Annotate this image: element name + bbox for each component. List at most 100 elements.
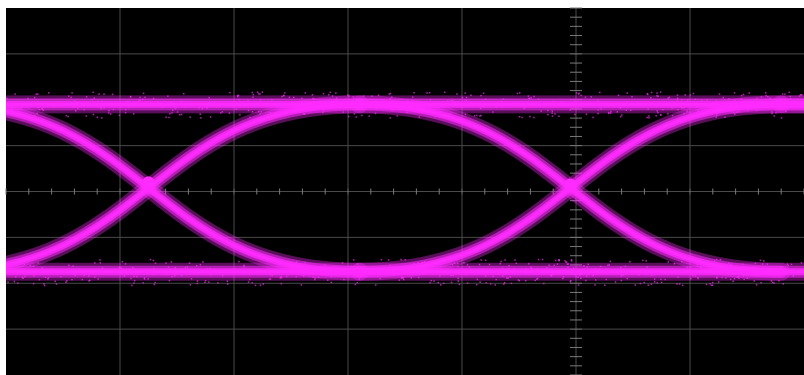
noise-dot [587,263,589,266]
noise-dot [65,281,67,284]
noise-dot [417,262,419,264]
noise-dot [547,113,549,116]
noise-dot [406,104,409,106]
noise-dot [465,96,468,99]
noise-dot [406,111,408,114]
noise-dot [124,111,127,114]
noise-dot [189,284,192,286]
noise-dot [756,97,758,100]
noise-dot [396,115,398,117]
noise-dot [684,117,687,119]
noise-dot [594,284,596,286]
noise-dot [130,277,132,280]
noise-dot [38,108,41,111]
noise-dot [696,264,699,266]
noise-dot [36,271,39,273]
noise-dot [730,263,732,266]
noise-dot [788,91,790,94]
noise-dot [317,276,320,279]
noise-dot [707,104,709,106]
noise-dot [732,111,735,114]
noise-dot [724,116,726,119]
noise-dot [281,261,284,263]
noise-dot [597,99,599,102]
noise-dot [257,93,260,95]
noise-dot [485,282,488,284]
noise-dot [259,113,261,115]
noise-dot [229,91,231,94]
noise-dot [680,99,683,101]
noise-dot [127,106,130,108]
noise-dot [577,276,579,278]
noise-dot [179,113,181,116]
noise-dot [423,260,426,263]
noise-dot [168,116,170,119]
noise-dot [710,284,713,287]
noise-dot [238,98,240,101]
noise-dot [336,104,339,106]
noise-dot [570,259,573,261]
noise-dot [733,277,736,280]
noise-dot [781,93,784,95]
noise-dot [210,274,212,276]
noise-dot [101,100,103,103]
noise-dot [51,268,53,271]
noise-dot [624,265,627,268]
noise-dot [132,272,134,275]
noise-dot [585,113,588,116]
noise-dot [44,276,47,279]
noise-dot [533,95,535,98]
noise-dot [247,99,249,102]
noise-dot [199,264,202,266]
noise-dot [81,278,84,281]
noise-dot [121,260,124,263]
noise-dot [6,97,8,100]
noise-dot [470,94,472,96]
noise-dot [91,272,94,274]
noise-dot [738,277,740,280]
noise-dot [500,100,503,103]
noise-dot [422,103,424,106]
noise-dot [583,265,585,267]
noise-dot [517,271,519,273]
noise-dot [133,282,135,284]
noise-dot [600,108,602,110]
noise-dot [174,272,176,275]
noise-dot [359,275,361,277]
noise-dot [678,283,681,285]
noise-dot [389,117,392,119]
noise-dot [356,282,359,284]
noise-dot [416,101,419,103]
noise-dot [23,263,26,266]
noise-dot [585,279,587,282]
noise-dot [196,280,199,282]
noise-dot [314,277,316,280]
noise-dot [259,93,261,95]
noise-dot [259,284,262,286]
noise-dot [760,273,762,275]
noise-dot [71,278,73,281]
noise-dot [417,276,420,279]
noise-dot [112,108,115,111]
noise-dot [480,259,482,261]
noise-dot [94,262,96,264]
noise-dot [527,95,530,97]
noise-dot [488,263,491,266]
noise-dot [760,96,763,98]
noise-dot [243,264,245,267]
noise-dot [577,284,580,286]
noise-dot [170,261,173,263]
noise-dot [70,272,73,274]
noise-dot [684,94,686,96]
noise-dot [11,107,14,110]
noise-dot [788,101,790,103]
noise-dot [96,116,99,118]
noise-dot [239,113,241,116]
noise-dot [517,279,520,281]
noise-dot [740,98,743,100]
noise-dot [712,101,715,104]
noise-dot [690,265,692,268]
noise-dot [181,274,183,277]
noise-dot [161,271,164,274]
noise-dot [293,96,295,99]
